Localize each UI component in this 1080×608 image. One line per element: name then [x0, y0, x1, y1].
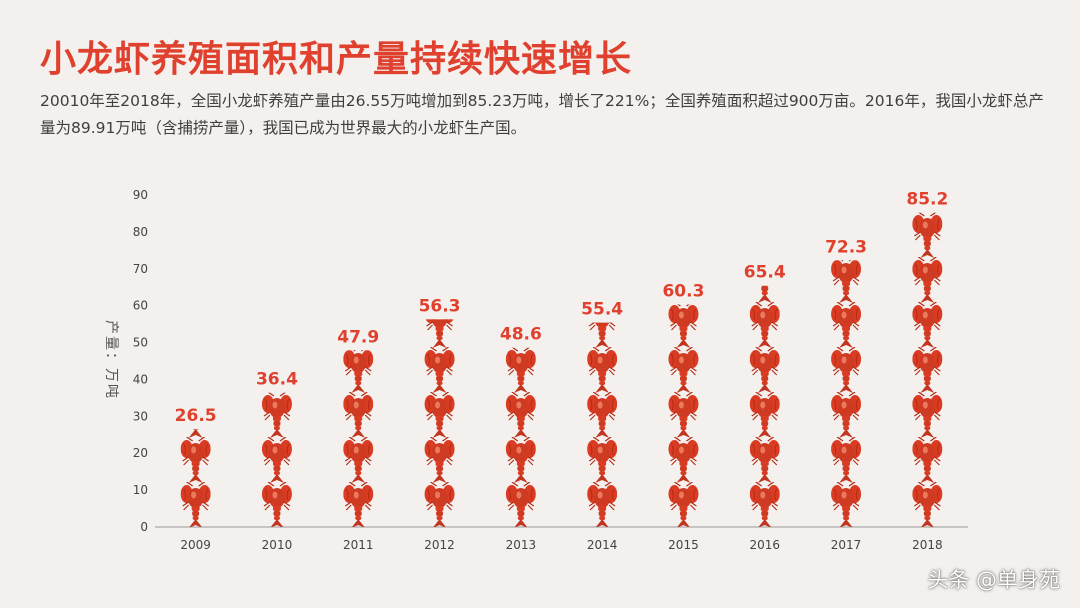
- crayfish-icon: [343, 350, 374, 393]
- crayfish-icon: [749, 302, 780, 348]
- x-tick-label: 2012: [424, 538, 455, 552]
- crayfish-icon: [912, 482, 943, 527]
- crayfish-icon: [668, 392, 699, 438]
- y-axis-ticks: 0 10 20 30 40 50 60 70 80 90: [133, 188, 148, 534]
- crayfish-icon: [587, 257, 617, 303]
- data-label: 56.3: [419, 296, 461, 316]
- x-tick-label: 2013: [506, 538, 537, 552]
- crayfish-icon: [343, 392, 374, 438]
- crayfish-icon: [831, 482, 862, 527]
- y-tick-label: 70: [133, 262, 148, 276]
- page-subtitle: 20010年至2018年，全国小龙虾养殖产量由26.55万吨增加到85.23万吨…: [40, 92, 1044, 137]
- y-tick-label: 20: [133, 446, 148, 460]
- x-tick-label: 2016: [749, 538, 780, 552]
- crayfish-icon: [505, 437, 536, 483]
- data-label: 55.4: [581, 300, 623, 320]
- crayfish-icon: [587, 437, 618, 483]
- data-label: 36.4: [256, 370, 298, 390]
- crayfish-icon: [831, 437, 862, 483]
- crayfish-icon: [750, 212, 780, 258]
- crayfish-icon: [180, 437, 211, 483]
- crayfish-icon: [181, 347, 211, 393]
- crayfish-icon: [912, 392, 943, 438]
- x-tick-label: 2010: [262, 538, 293, 552]
- data-labels: 26.5 36.4 47.9 56.3 48.6 55.4 60.3 65.4 72.3 85.2: [175, 190, 949, 427]
- crayfish-icon: [261, 392, 292, 438]
- crayfish-icon: [912, 302, 943, 348]
- crayfish-icon: [424, 392, 455, 438]
- crayfish-icon: [912, 212, 943, 258]
- crayfish-icon: [587, 392, 618, 438]
- data-label: 47.9: [337, 327, 379, 347]
- x-tick-label: 2018: [912, 538, 943, 552]
- data-label: 26.5: [175, 406, 217, 426]
- crayfish-icon: [261, 482, 292, 528]
- bar-2014: [587, 257, 618, 527]
- data-label: 60.3: [662, 282, 704, 302]
- data-label: 85.2: [906, 190, 948, 210]
- crayfish-icon: [261, 437, 292, 483]
- data-label: 48.6: [500, 325, 542, 345]
- x-tick-label: 2017: [831, 538, 862, 552]
- bar-2018: [912, 212, 943, 527]
- data-label: 72.3: [825, 237, 867, 257]
- crayfish-icon: [424, 482, 455, 527]
- bar-2009: [180, 347, 211, 527]
- crayfish-icon: [749, 392, 780, 438]
- y-tick-label: 90: [133, 188, 148, 202]
- data-label: 65.4: [744, 263, 786, 283]
- crayfish-icon: [587, 482, 618, 527]
- crayfish-icon: [668, 304, 699, 348]
- crayfish-icon: [831, 392, 862, 438]
- x-axis-ticks: 2009 2010 2011 2012 2013 2014 2015 2016 2017 2018: [180, 538, 942, 552]
- crayfish-icon: [424, 437, 455, 483]
- bar-2017: [831, 260, 862, 527]
- bar-2016: [749, 212, 780, 527]
- crayfish-icon: [831, 260, 862, 303]
- crayfish-icon: [668, 482, 699, 527]
- x-tick-label: 2011: [343, 538, 374, 552]
- crayfish-icon: [912, 437, 943, 483]
- y-axis-label-text: 产量：万吨: [103, 320, 119, 400]
- x-tick-label: 2009: [180, 538, 211, 552]
- y-axis-label: 产量：万吨: [103, 320, 119, 400]
- crayfish-icon: [749, 347, 780, 393]
- crayfish-icon: [343, 437, 374, 483]
- crayfish-icon: [749, 437, 780, 483]
- page-title: 小龙虾养殖面积和产量持续快速增长: [40, 39, 633, 80]
- y-tick-label: 10: [133, 483, 148, 497]
- crayfish-icon: [505, 482, 536, 527]
- crayfish-icon: [668, 347, 699, 393]
- y-tick-label: 40: [133, 372, 148, 386]
- crayfish-icon: [749, 482, 780, 527]
- bars: [180, 212, 943, 528]
- crayfish-icon: [912, 347, 943, 393]
- crayfish-icon: [912, 257, 943, 303]
- crayfish-icon: [587, 347, 618, 393]
- crayfish-icon: [831, 347, 862, 393]
- crayfish-icon: [180, 482, 211, 527]
- y-tick-label: 30: [133, 409, 148, 423]
- y-tick-label: 0: [140, 520, 148, 534]
- y-tick-label: 60: [133, 299, 148, 313]
- crayfish-icon: [505, 392, 536, 438]
- crayfish-icon: [505, 347, 536, 393]
- crayfish-icon: [831, 302, 862, 348]
- crayfish-icon: [343, 482, 374, 527]
- x-tick-label: 2015: [668, 538, 699, 552]
- y-tick-label: 80: [133, 225, 148, 239]
- crayfish-icon: [668, 437, 699, 483]
- crayfish-icon: [424, 347, 455, 393]
- x-tick-label: 2014: [587, 538, 618, 552]
- watermark: 头条 @单身苑: [927, 568, 1060, 592]
- y-tick-label: 50: [133, 336, 148, 350]
